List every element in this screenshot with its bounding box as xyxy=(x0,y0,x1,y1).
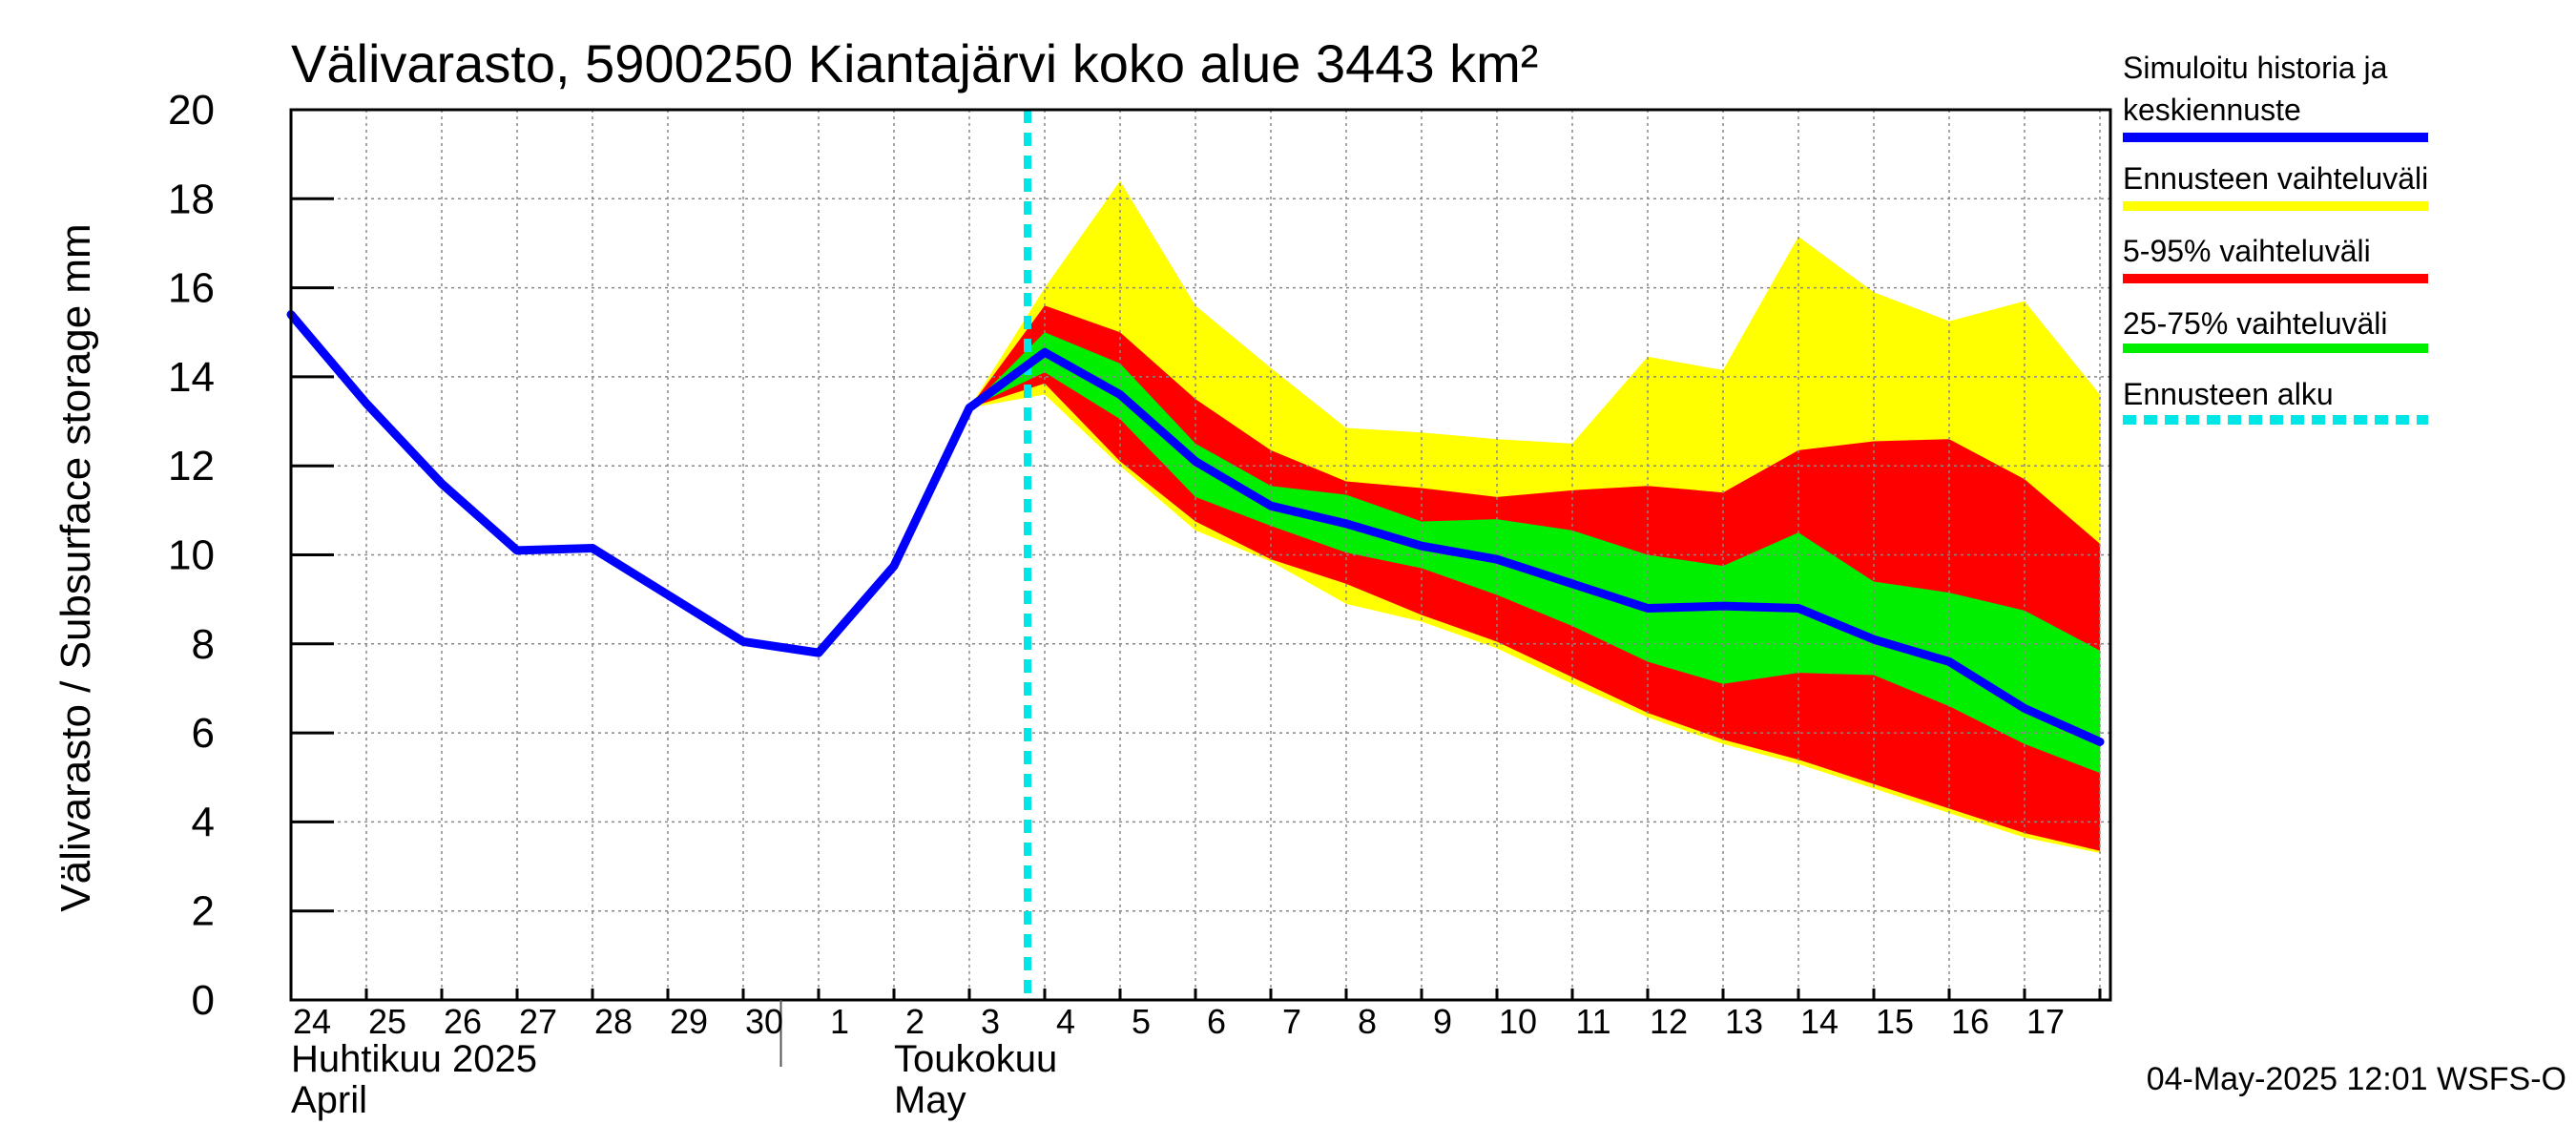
x-tick-label: 12 xyxy=(1650,1002,1688,1041)
x-tick-label: 24 xyxy=(293,1002,331,1041)
x-tick-label: 17 xyxy=(2026,1002,2065,1041)
x-tick-label: 14 xyxy=(1800,1002,1839,1041)
y-tick-label: 20 xyxy=(168,87,215,134)
y-tick-label: 8 xyxy=(192,621,215,668)
band-2 xyxy=(969,332,2100,774)
x-tick-label: 1 xyxy=(830,1002,849,1041)
legend-label: Ennusteen alku xyxy=(2123,377,2334,411)
legend-label: 5-95% vaihteluväli xyxy=(2123,234,2371,268)
x-tick-label: 9 xyxy=(1433,1002,1452,1041)
x-tick-label: 15 xyxy=(1876,1002,1914,1041)
y-tick-label: 0 xyxy=(192,977,215,1024)
x-tick-label: 16 xyxy=(1951,1002,1989,1041)
axes xyxy=(289,108,2112,1067)
footer-timestamp: 04-May-2025 12:01 WSFS-O xyxy=(2147,1061,2566,1097)
y-tick-label: 10 xyxy=(168,532,215,579)
legend-label: keskiennuste xyxy=(2123,93,2301,127)
forecast-bands xyxy=(969,180,2100,854)
x-tick-label: 6 xyxy=(1207,1002,1226,1041)
x-tick-label: 26 xyxy=(444,1002,482,1041)
x-tick-label: 13 xyxy=(1725,1002,1763,1041)
y-axis-label: Välivarasto / Subsurface storage mm xyxy=(52,223,99,911)
x-tick-label: 30 xyxy=(745,1002,783,1041)
x-tick-label: 8 xyxy=(1358,1002,1377,1041)
x-tick-label: 27 xyxy=(519,1002,557,1041)
x-tick-label: 5 xyxy=(1132,1002,1151,1041)
x-tick-labels: 24 25 26 27 28 29 30 1 2 3 4 5 6 7 8 9 10 11 12 13 14 15 16 17 xyxy=(293,1002,2065,1041)
y-tick-labels: 0 2 4 6 8 10 12 14 16 18 20 xyxy=(168,87,215,1024)
x-tick-label: 3 xyxy=(981,1002,1000,1041)
y-tick-label: 4 xyxy=(192,799,215,845)
month-label: Huhtikuu 2025 xyxy=(291,1038,537,1080)
y-tick-label: 18 xyxy=(168,176,215,222)
x-tick-label: 10 xyxy=(1499,1002,1537,1041)
y-tick-label: 14 xyxy=(168,354,215,401)
legend-label: Ennusteen vaihteluväli xyxy=(2123,161,2428,196)
y-tick-label: 16 xyxy=(168,265,215,312)
x-tick-label: 7 xyxy=(1282,1002,1301,1041)
month-label: Toukokuu xyxy=(894,1038,1057,1080)
y-tick-label: 12 xyxy=(168,443,215,489)
history-line xyxy=(286,310,2105,746)
x-tick-label: 2 xyxy=(905,1002,924,1041)
x-tick-label: 29 xyxy=(670,1002,708,1041)
y-tick-label: 2 xyxy=(192,888,215,935)
chart-title: Välivarasto, 5900250 Kiantajärvi koko al… xyxy=(291,33,1538,94)
history-series xyxy=(286,310,2105,746)
month-label: April xyxy=(291,1079,367,1121)
y-tick-label: 6 xyxy=(192,710,215,757)
legend-label: 25-75% vaihteluväli xyxy=(2123,306,2388,341)
legend: Simuloitu historia ja keskiennuste Ennuste… xyxy=(2123,51,2428,425)
x-tick-label: 11 xyxy=(1575,1002,1610,1041)
x-tick-label: 25 xyxy=(368,1002,406,1041)
x-tick-label: 4 xyxy=(1056,1002,1075,1041)
month-label: May xyxy=(894,1079,966,1121)
x-tick-label: 28 xyxy=(594,1002,633,1041)
legend-label: Simuloitu historia ja xyxy=(2123,51,2388,85)
